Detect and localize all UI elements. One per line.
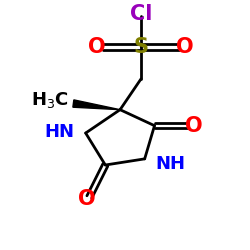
Text: O: O [185,116,203,136]
Text: O: O [88,37,106,57]
Text: O: O [78,190,96,210]
Text: NH: NH [156,155,186,173]
Text: O: O [176,37,194,57]
Text: Cl: Cl [130,4,152,24]
Text: H$_3$C: H$_3$C [31,90,68,110]
Polygon shape [73,100,120,110]
Text: S: S [134,37,148,57]
Text: HN: HN [44,123,74,141]
